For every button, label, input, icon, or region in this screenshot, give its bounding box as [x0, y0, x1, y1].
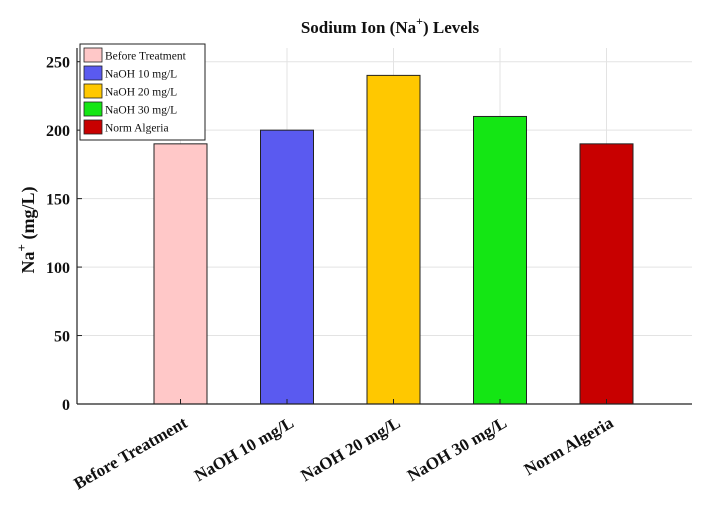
y-tick-label: 250 [46, 55, 70, 72]
x-tick-label: NaOH 20 mg/L [297, 413, 403, 485]
legend-swatch [83, 65, 103, 81]
legend-label: Before Treatment [105, 51, 187, 63]
legend-swatch [83, 119, 103, 135]
x-tick-labels: Before Treatment NaOH 10 mg/L NaOH 20 mg/L… [70, 399, 617, 493]
y-tick-label: 50 [54, 329, 70, 346]
legend-label: NaOH 20 mg/L [105, 87, 177, 99]
x-tick-label: NaOH 30 mg/L [404, 413, 510, 485]
y-axis-label: Na+ (mg/L) [14, 187, 39, 274]
x-tick-label: Before Treatment [70, 413, 190, 493]
y-tick-label: 150 [46, 192, 70, 209]
x-tick-label: Norm Algeria [521, 413, 617, 480]
legend-swatch [83, 101, 103, 117]
bar [579, 143, 634, 405]
legend-label: NaOH 10 mg/L [105, 69, 177, 81]
x-tick-label: NaOH 10 mg/L [191, 413, 297, 485]
legend-swatch [83, 47, 103, 63]
bar [473, 115, 527, 405]
bar [366, 74, 421, 405]
legend: Before Treatment NaOH 10 mg/L NaOH 20 mg/L… [79, 43, 206, 141]
bar [260, 129, 314, 405]
y-tick-label: 0 [62, 397, 70, 414]
axes [76, 48, 692, 405]
legend-label: Norm Algeria [105, 123, 169, 135]
bar [153, 143, 208, 405]
legend-label: NaOH 30 mg/L [105, 105, 177, 117]
y-tick-label: 200 [46, 123, 70, 140]
legend-swatch [83, 83, 103, 99]
chart-title: Sodium Ion (Na+) Levels [301, 14, 480, 37]
y-tick-label: 100 [46, 260, 70, 277]
bars [153, 74, 634, 405]
